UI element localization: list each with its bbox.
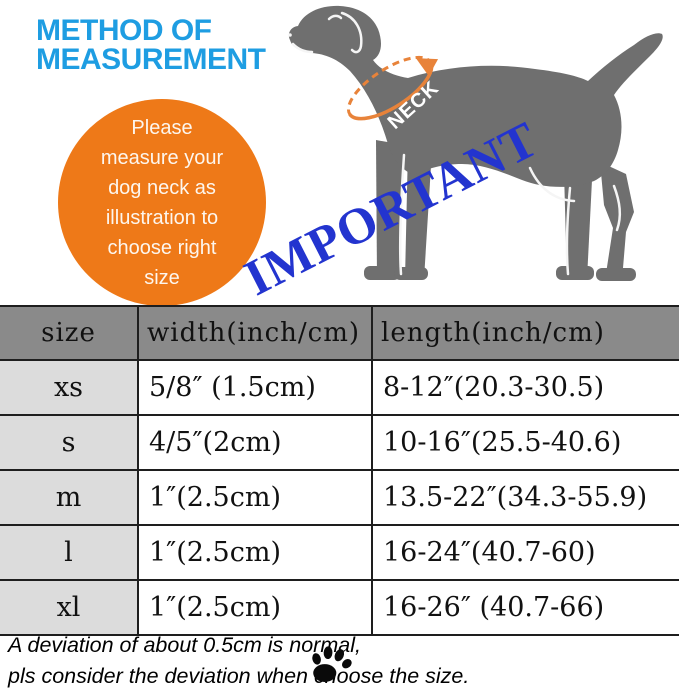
width-cell: 1″(2.5cm) bbox=[139, 526, 373, 579]
size-cell: l bbox=[0, 526, 139, 579]
length-cell: 13.5-22″(34.3-55.9) bbox=[373, 471, 679, 524]
size-cell: m bbox=[0, 471, 139, 524]
width-cell: 4/5″(2cm) bbox=[139, 416, 373, 469]
dog-body bbox=[288, 5, 663, 281]
note-line: illustration to bbox=[105, 206, 219, 229]
length-cell: 16-24″(40.7-60) bbox=[373, 526, 679, 579]
deviation-note-line1: A deviation of about 0.5cm is normal, bbox=[8, 633, 361, 657]
paw-print-icon bbox=[312, 646, 352, 682]
length-cell: 10-16″(25.5-40.6) bbox=[373, 416, 679, 469]
size-cell: s bbox=[0, 416, 139, 469]
deviation-note: A deviation of about 0.5cm is normal, pl… bbox=[8, 630, 469, 692]
column-header: width(inch/cm) bbox=[139, 307, 373, 359]
page-title-line1: METHOD OF bbox=[36, 14, 212, 47]
page-title-line2: MEASUREMENT bbox=[36, 43, 266, 76]
note-line: size bbox=[144, 266, 180, 289]
table-row: xl 1″(2.5cm) 16-26″ (40.7-66) bbox=[0, 581, 679, 636]
page-title: METHOD OF MEASUREMENT bbox=[36, 14, 266, 76]
table-row: xs 5/8″ (1.5cm) 8-12″(20.3-30.5) bbox=[0, 361, 679, 416]
measurement-note-circle: Please measure your dog neck as illustratio… bbox=[58, 99, 266, 306]
note-line: dog neck as bbox=[108, 176, 216, 199]
deviation-note-line2: pls consider the deviation when choose t… bbox=[8, 664, 470, 688]
width-cell: 1″(2.5cm) bbox=[139, 471, 373, 524]
size-cell: xs bbox=[0, 361, 139, 414]
size-cell: xl bbox=[0, 581, 139, 634]
measurement-note-text: Please measure your dog neck as illustratio… bbox=[101, 113, 223, 293]
table-row: l 1″(2.5cm) 16-24″(40.7-60) bbox=[0, 526, 679, 581]
table-row: m 1″(2.5cm) 13.5-22″(34.3-55.9) bbox=[0, 471, 679, 526]
neck-measure-ring bbox=[346, 55, 439, 121]
note-line: choose right bbox=[107, 236, 217, 259]
column-header: length(inch/cm) bbox=[373, 307, 679, 359]
length-cell: 16-26″ (40.7-66) bbox=[373, 581, 679, 634]
dog-nostril bbox=[288, 33, 292, 37]
size-table: size width(inch/cm) length(inch/cm) xs 5/8″ … bbox=[0, 305, 679, 636]
width-cell: 1″(2.5cm) bbox=[139, 581, 373, 634]
dog-silhouette-diagram: NECK bbox=[288, 5, 663, 281]
table-header-row: size width(inch/cm) length(inch/cm) bbox=[0, 307, 679, 361]
note-line: Please bbox=[131, 116, 193, 139]
length-cell: 8-12″(20.3-30.5) bbox=[373, 361, 679, 414]
column-header: size bbox=[0, 307, 139, 359]
table-row: s 4/5″(2cm) 10-16″(25.5-40.6) bbox=[0, 416, 679, 471]
width-cell: 5/8″ (1.5cm) bbox=[139, 361, 373, 414]
dog-detail-lines bbox=[291, 11, 622, 276]
note-line: measure your bbox=[100, 146, 224, 169]
